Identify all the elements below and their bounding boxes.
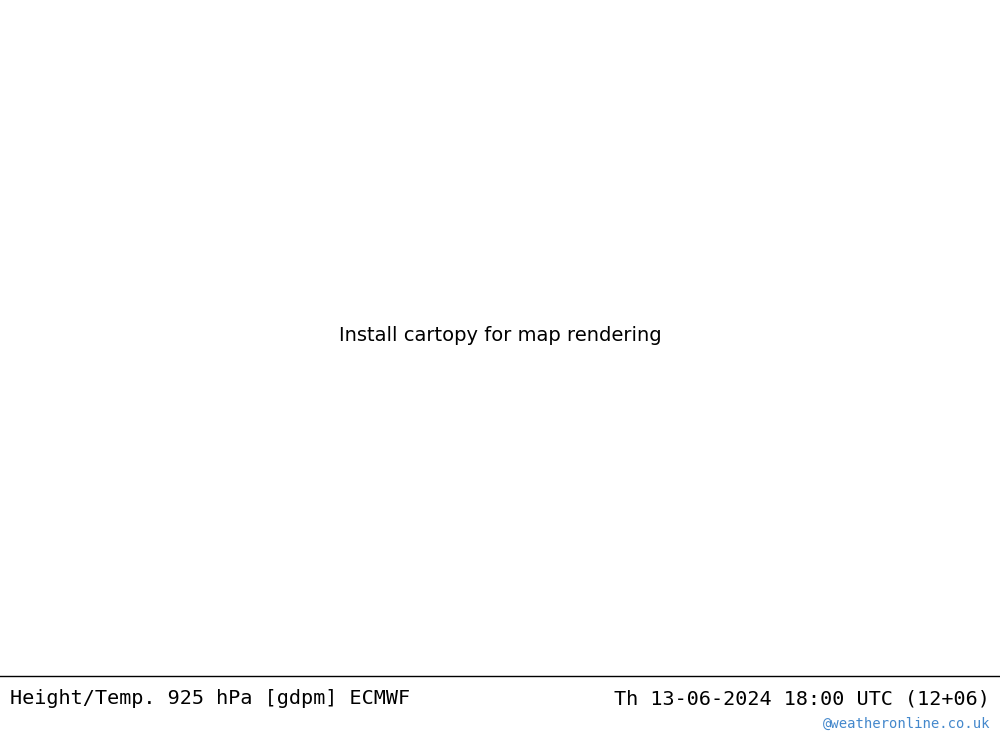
Text: Install cartopy for map rendering: Install cartopy for map rendering	[339, 326, 661, 345]
Text: @weatheronline.co.uk: @weatheronline.co.uk	[822, 717, 990, 731]
Text: Height/Temp. 925 hPa [gdpm] ECMWF: Height/Temp. 925 hPa [gdpm] ECMWF	[10, 689, 410, 708]
Text: Th 13-06-2024 18:00 UTC (12+06): Th 13-06-2024 18:00 UTC (12+06)	[614, 689, 990, 708]
